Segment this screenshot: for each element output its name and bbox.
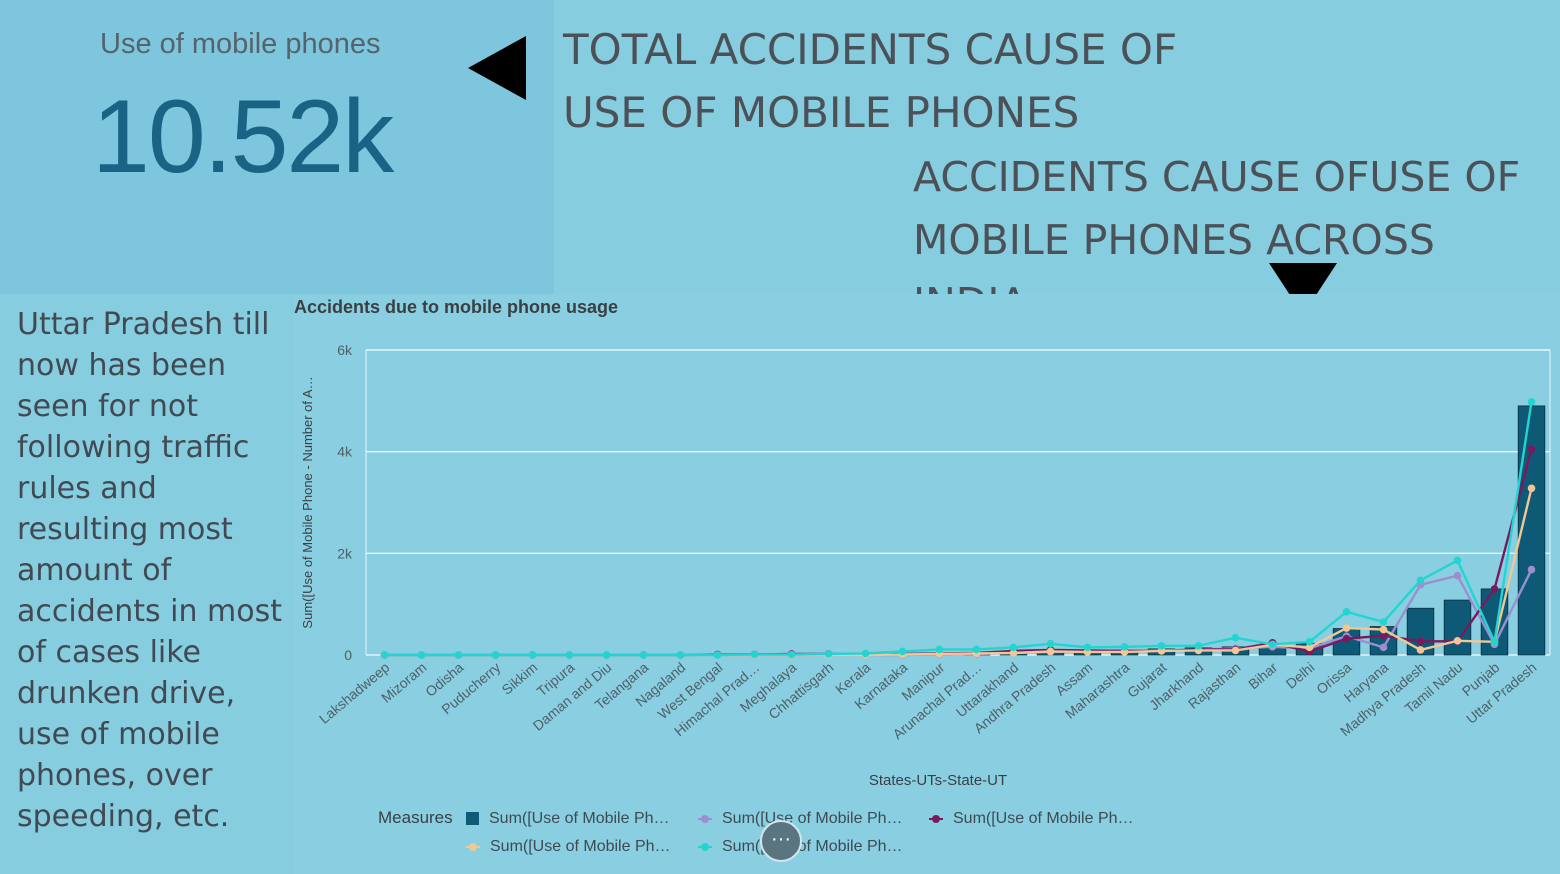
point-4-29 [1453,556,1462,565]
point-4-7 [639,651,648,659]
point-4-18 [1046,640,1055,648]
y-tick-label-0: 0 [344,647,352,663]
legend-item-label: Sum([Use of Mobile Ph… [722,838,903,855]
insight-text: Uttar Pradesh till now has been seen for… [17,307,283,834]
legend-line-swatch-icon [929,814,943,823]
point-4-6 [602,651,611,659]
point-3-26 [1342,624,1351,632]
point-4-15 [935,645,944,654]
arrow-left-icon [468,36,526,100]
point-2-27 [1379,631,1388,640]
legend-item-0[interactable]: Sum([Use of Mobile Ph… [466,810,670,828]
point-4-21 [1157,642,1166,650]
point-4-30 [1490,637,1499,646]
point-4-11 [787,650,796,659]
point-3-23 [1231,646,1240,655]
legend-item-1[interactable]: Sum([Use of Mobile Ph… [698,810,903,828]
point-4-20 [1120,643,1129,651]
legend-item-3[interactable]: Sum([Use of Mobile Ph… [466,838,671,856]
legend-line-swatch-icon [466,842,480,851]
point-2-30 [1490,585,1499,593]
point-4-0 [380,651,389,659]
point-4-14 [898,647,907,656]
point-4-28 [1416,576,1425,585]
point-4-25 [1305,637,1314,646]
point-3-17 [1009,649,1018,657]
point-2-26 [1342,634,1351,643]
point-4-31 [1527,398,1536,406]
bar-0-29 [1443,599,1472,656]
chart-panel [294,294,1560,874]
point-4-8 [676,651,685,659]
y-tick-label-3: 6k [337,342,353,358]
legend-item-label: Sum([Use of Mobile Ph… [722,810,903,827]
point-2-31 [1527,445,1536,453]
x-tick-label-4: Sikkim [499,659,541,698]
combo-chart[interactable]: 0 2k 4k 6k Sum([Use of Mobile Phone - Number… [294,294,1560,794]
kpi-value: 10.52k [92,79,394,195]
point-3-29 [1453,636,1462,645]
more-options-button[interactable]: ··· [760,820,802,862]
point-3-27 [1379,625,1388,634]
line-series-2 [384,448,1533,657]
x-tick-label-25: Delhi [1283,659,1318,692]
point-4-13 [861,649,870,658]
kpi-label: Use of mobile phones [100,28,381,60]
subheadline: ACCIDENTS CAUSE OFUSE OF MOBILE PHONES A… [913,146,1560,335]
point-3-25 [1305,643,1314,652]
headline-line-2: USE OF MOBILE PHONES [563,88,1080,137]
point-4-1 [417,651,426,659]
kpi-panel [0,0,554,294]
point-4-10 [750,650,759,659]
line-series-4 [384,401,1533,657]
point-4-19 [1083,643,1092,652]
point-4-9 [713,651,722,659]
point-4-4 [528,651,537,659]
x-tick-label-24: Bihar [1245,659,1281,692]
point-4-26 [1342,607,1351,616]
point-4-5 [565,651,574,659]
headline: TOTAL ACCIDENTS CAUSE OF USE OF MOBILE P… [563,18,1177,144]
y-axis-title: Sum([Use of Mobile Phone - Number of A… [300,376,315,628]
y-tick-label-1: 2k [337,545,353,561]
point-1-29 [1453,571,1462,580]
point-3-31 [1527,484,1536,493]
legend-item-label: Sum([Use of Mobile Ph… [953,810,1134,827]
legend-item-label: Sum([Use of Mobile Ph… [490,838,671,855]
point-4-2 [454,651,463,659]
y-tick-label-2: 4k [337,444,353,460]
x-axis-title: States-UTs-State-UT [869,772,1007,789]
point-1-27 [1379,643,1388,652]
point-3-28 [1416,646,1425,654]
headline-line-1: TOTAL ACCIDENTS CAUSE OF [563,25,1178,74]
point-4-12 [824,650,833,658]
point-3-18 [1046,647,1055,656]
point-4-23 [1231,633,1240,642]
point-4-22 [1194,642,1203,650]
chart-title: Accidents due to mobile phone usage [294,297,619,317]
point-2-28 [1416,637,1425,646]
point-4-27 [1379,618,1388,626]
point-4-24 [1268,640,1277,649]
legend-bar-swatch-icon [466,812,479,826]
legend-item-2[interactable]: Sum([Use of Mobile Ph… [929,810,1134,828]
point-4-3 [491,651,500,659]
legend-line-swatch-icon [698,814,712,823]
legend-line-swatch-icon [698,842,712,851]
point-4-16 [972,645,981,654]
point-1-31 [1527,565,1536,574]
point-4-17 [1009,643,1018,652]
legend-item-label: Sum([Use of Mobile Ph… [489,810,670,827]
subheadline-line-1: ACCIDENTS CAUSE OFUSE OF [913,153,1521,201]
legend-title: Measures [378,808,453,827]
